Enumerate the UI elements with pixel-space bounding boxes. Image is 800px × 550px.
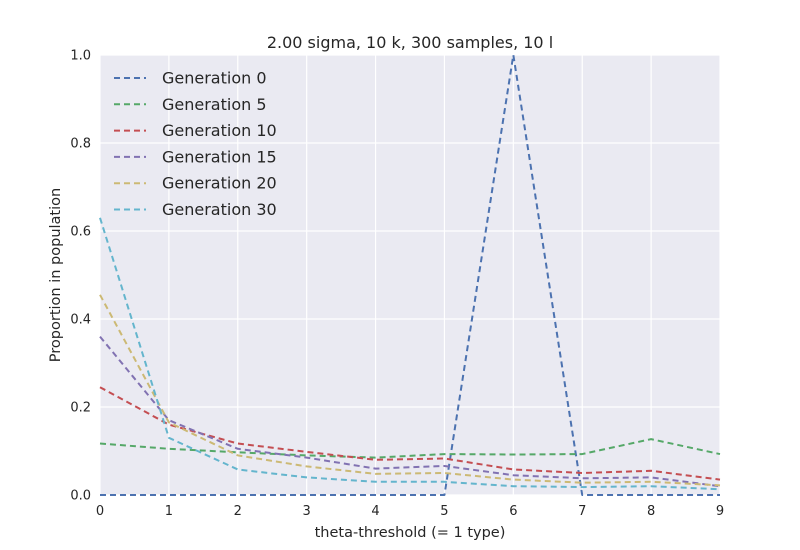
legend-label: Generation 15 — [162, 147, 277, 166]
legend: Generation 0 Generation 5 Generation 10 Gen… — [114, 69, 277, 219]
y-tick-label: 0.4 — [70, 313, 91, 328]
x-tick-label: 9 — [716, 504, 724, 519]
y-tick-label: 0.2 — [70, 401, 91, 416]
x-tick-label: 2 — [234, 504, 242, 519]
x-tick-label: 3 — [303, 504, 311, 519]
chart-title: 2.00 sigma, 10 k, 300 samples, 10 l — [267, 33, 553, 52]
y-tick-label: 0.6 — [70, 225, 91, 240]
x-axis-label: theta-threshold (= 1 type) — [315, 525, 506, 541]
x-tick-labels: 0 1 2 3 4 5 6 7 8 9 — [96, 504, 724, 519]
x-tick-label: 8 — [647, 504, 655, 519]
x-tick-label: 1 — [165, 504, 173, 519]
y-tick-labels: 0.0 0.2 0.4 0.6 0.8 1.0 — [70, 49, 91, 504]
x-tick-label: 4 — [371, 504, 379, 519]
series-line-generation-0 — [100, 54, 720, 496]
x-tick-label: 5 — [440, 504, 448, 519]
plot-area — [100, 55, 720, 495]
y-tick-label: 0.0 — [70, 489, 91, 504]
legend-label: Generation 10 — [162, 121, 277, 140]
x-tick-label: 6 — [509, 504, 517, 519]
legend-label: Generation 30 — [162, 200, 277, 219]
series-line-generation-30 — [99, 217, 721, 491]
y-tick-label: 0.8 — [70, 137, 91, 152]
x-tick-label: 7 — [578, 504, 586, 519]
y-tick-label: 1.0 — [70, 49, 91, 64]
series-line-generation-20 — [99, 294, 721, 487]
x-tick-label: 0 — [96, 504, 104, 519]
series-lines — [99, 54, 721, 496]
y-axis-label: Proportion in population — [48, 188, 64, 362]
legend-label: Generation 0 — [162, 69, 267, 88]
series-line-generation-5 — [99, 438, 721, 459]
series-line-generation-15 — [99, 335, 721, 488]
legend-label: Generation 20 — [162, 174, 277, 193]
legend-label: Generation 5 — [162, 95, 267, 114]
